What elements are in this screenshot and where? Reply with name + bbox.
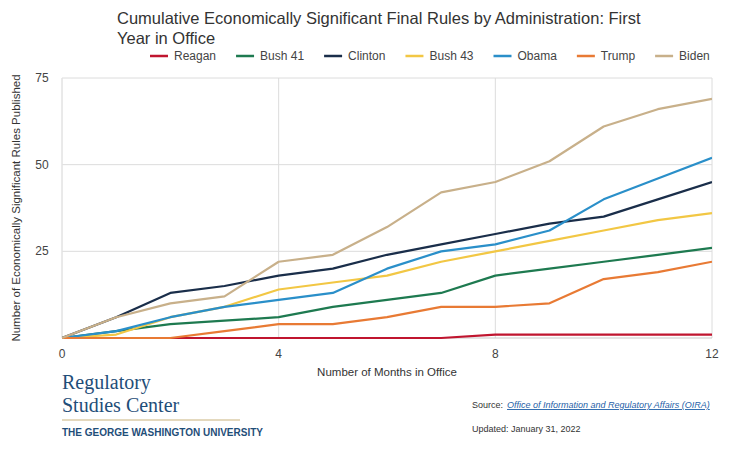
legend-label: Bush 43: [429, 49, 473, 63]
x-tick-label: 4: [275, 347, 282, 361]
legend-label: Reagan: [174, 49, 216, 63]
legend-label: Trump: [601, 49, 636, 63]
lines: [62, 99, 712, 338]
legend-swatch: [577, 55, 595, 58]
x-grid-line: [712, 78, 713, 338]
y-grid-line: [62, 164, 712, 165]
legend-label: Clinton: [348, 49, 385, 63]
logo-text: Studies Center: [62, 394, 180, 416]
chart: Cumulative Economically Significant Fina…: [0, 0, 731, 449]
source: Source: Office of Information and Regulat…: [472, 400, 710, 410]
y-grid-line: [62, 78, 712, 79]
y-tick-label: 75: [35, 71, 49, 85]
grid: [62, 78, 712, 338]
title-line: Year in Office: [117, 29, 215, 47]
x-tick-label: 8: [492, 347, 499, 361]
source-label: Source:: [472, 400, 503, 410]
updated: Updated: January 31, 2022: [472, 424, 581, 434]
series-line: [62, 182, 712, 338]
title-line: Cumulative Economically Significant Fina…: [117, 9, 641, 27]
legend-swatch: [236, 55, 254, 58]
series-line: [62, 158, 712, 338]
source-link[interactable]: Office of Information and Regulatory Aff…: [507, 400, 710, 410]
x-grid-line: [62, 78, 63, 338]
logo-rule: [62, 420, 240, 421]
x-tick-label: 12: [705, 347, 719, 361]
title: Cumulative Economically Significant Fina…: [117, 9, 641, 47]
logo-text: Regulatory: [62, 371, 151, 394]
y-axis-line: [62, 78, 63, 338]
legend-swatch: [405, 55, 423, 58]
legend-swatch: [150, 55, 168, 58]
legend-label: Biden: [679, 49, 710, 63]
legend: Reagan Bush 41 Clinton Bush 43 Obama Trump Bid…: [150, 49, 710, 63]
y-tick-label: 50: [35, 158, 49, 172]
legend-swatch: [655, 55, 673, 58]
legend-swatch: [494, 55, 512, 58]
legend-label: Bush 41: [260, 49, 304, 63]
logo-subtitle: THE GEORGE WASHINGTON UNIVERSITY: [62, 427, 263, 438]
x-axis-label: Number of Months in Office: [317, 366, 457, 378]
legend-label: Obama: [518, 49, 558, 63]
y-grid-line: [62, 251, 712, 252]
series-line: [62, 262, 712, 338]
x-grid-line: [495, 78, 496, 338]
y-tick-label: 25: [35, 244, 49, 258]
x-tick-label: 0: [59, 347, 66, 361]
y-axis-label: Number of Economically Significant Rules…: [10, 74, 22, 341]
series-line: [62, 99, 712, 338]
series-line: [62, 248, 712, 338]
legend-swatch: [324, 55, 342, 58]
